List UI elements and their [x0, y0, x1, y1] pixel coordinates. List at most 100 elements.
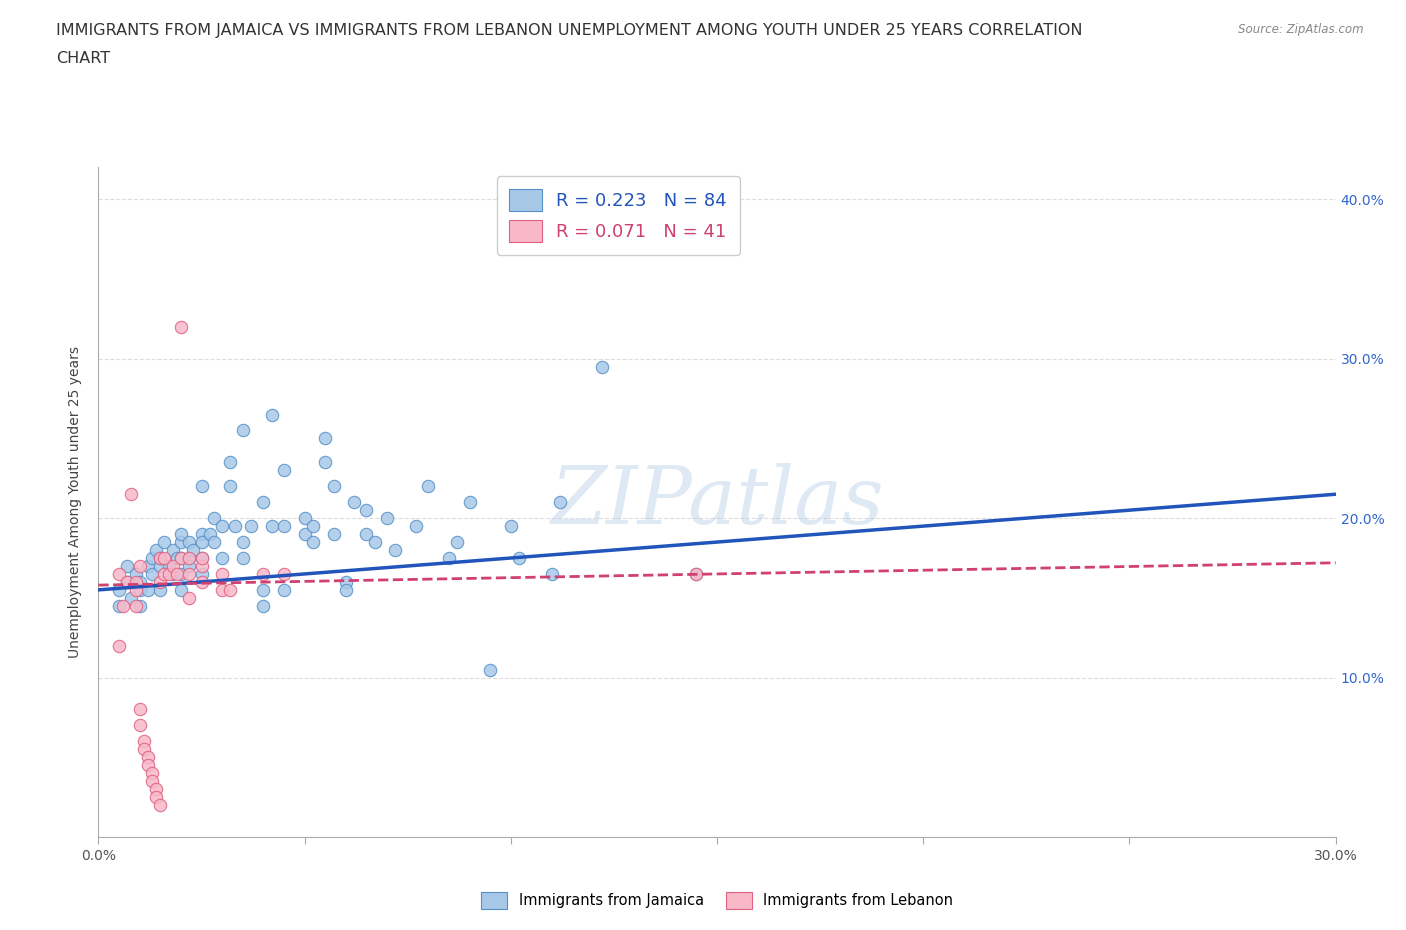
Point [136, 750, 159, 764]
Point [162, 566, 184, 581]
Point [153, 551, 176, 565]
Point [190, 566, 212, 581]
Point [170, 551, 193, 565]
Point [190, 526, 212, 541]
Point [314, 455, 336, 470]
Point [219, 582, 242, 597]
Point [240, 519, 263, 534]
Point [437, 551, 460, 565]
Point [273, 582, 295, 597]
Point [190, 479, 212, 494]
Point [252, 495, 274, 510]
Point [356, 503, 378, 518]
Point [458, 495, 481, 510]
Point [179, 551, 201, 565]
Point [219, 479, 242, 494]
Point [149, 582, 172, 597]
Point [179, 566, 201, 581]
Point [260, 519, 283, 534]
Point [232, 423, 254, 438]
Point [294, 526, 316, 541]
Point [112, 598, 135, 613]
Point [120, 486, 142, 501]
Text: IMMIGRANTS FROM JAMAICA VS IMMIGRANTS FROM LEBANON UNEMPLOYMENT AMONG YOUTH UNDE: IMMIGRANTS FROM JAMAICA VS IMMIGRANTS FR… [56, 23, 1083, 38]
Point [179, 559, 201, 574]
Point [128, 582, 150, 597]
Point [550, 495, 572, 510]
Point [117, 559, 139, 574]
Point [202, 535, 225, 550]
Point [128, 559, 150, 574]
Point [252, 566, 274, 581]
Point [120, 591, 142, 605]
Point [157, 566, 180, 581]
Point [232, 535, 254, 550]
Point [153, 566, 176, 581]
Point [219, 455, 242, 470]
Point [145, 782, 167, 797]
Point [508, 551, 530, 565]
Point [149, 551, 172, 565]
Point [136, 758, 159, 773]
Point [252, 598, 274, 613]
Point [179, 591, 201, 605]
Point [302, 519, 325, 534]
Point [166, 551, 188, 565]
Point [170, 582, 193, 597]
Point [108, 638, 131, 653]
Point [302, 535, 325, 550]
Point [149, 575, 172, 590]
Point [145, 542, 167, 557]
Point [162, 559, 184, 574]
Point [479, 662, 502, 677]
Point [170, 535, 193, 550]
Point [232, 551, 254, 565]
Point [364, 535, 387, 550]
Point [211, 551, 233, 565]
Point [108, 566, 131, 581]
Point [145, 790, 167, 804]
Point [260, 407, 283, 422]
Point [541, 566, 564, 581]
Point [211, 582, 233, 597]
Text: Source: ZipAtlas.com: Source: ZipAtlas.com [1239, 23, 1364, 36]
Point [685, 566, 707, 581]
Point [190, 559, 212, 574]
Point [170, 526, 193, 541]
Point [685, 566, 707, 581]
Point [198, 526, 221, 541]
Y-axis label: Unemployment Among Youth under 25 years: Unemployment Among Youth under 25 years [69, 346, 83, 658]
Point [202, 511, 225, 525]
Point [356, 526, 378, 541]
Point [405, 519, 427, 534]
Point [108, 598, 131, 613]
Point [157, 559, 180, 574]
Point [273, 463, 295, 478]
Point [384, 542, 406, 557]
Point [128, 702, 150, 717]
Point [190, 535, 212, 550]
Point [170, 319, 193, 334]
Point [314, 431, 336, 445]
Point [166, 566, 188, 581]
Point [132, 734, 155, 749]
Point [446, 535, 468, 550]
Point [124, 598, 146, 613]
Point [224, 519, 246, 534]
Point [322, 526, 344, 541]
Point [294, 511, 316, 525]
Point [108, 582, 131, 597]
Point [252, 582, 274, 597]
Point [375, 511, 398, 525]
Point [124, 575, 146, 590]
Point [211, 566, 233, 581]
Point [273, 566, 295, 581]
Point [136, 582, 159, 597]
Point [141, 566, 163, 581]
Point [136, 559, 159, 574]
Point [141, 551, 163, 565]
Text: CHART: CHART [56, 51, 110, 66]
Point [124, 582, 146, 597]
Point [117, 575, 139, 590]
Point [149, 559, 172, 574]
